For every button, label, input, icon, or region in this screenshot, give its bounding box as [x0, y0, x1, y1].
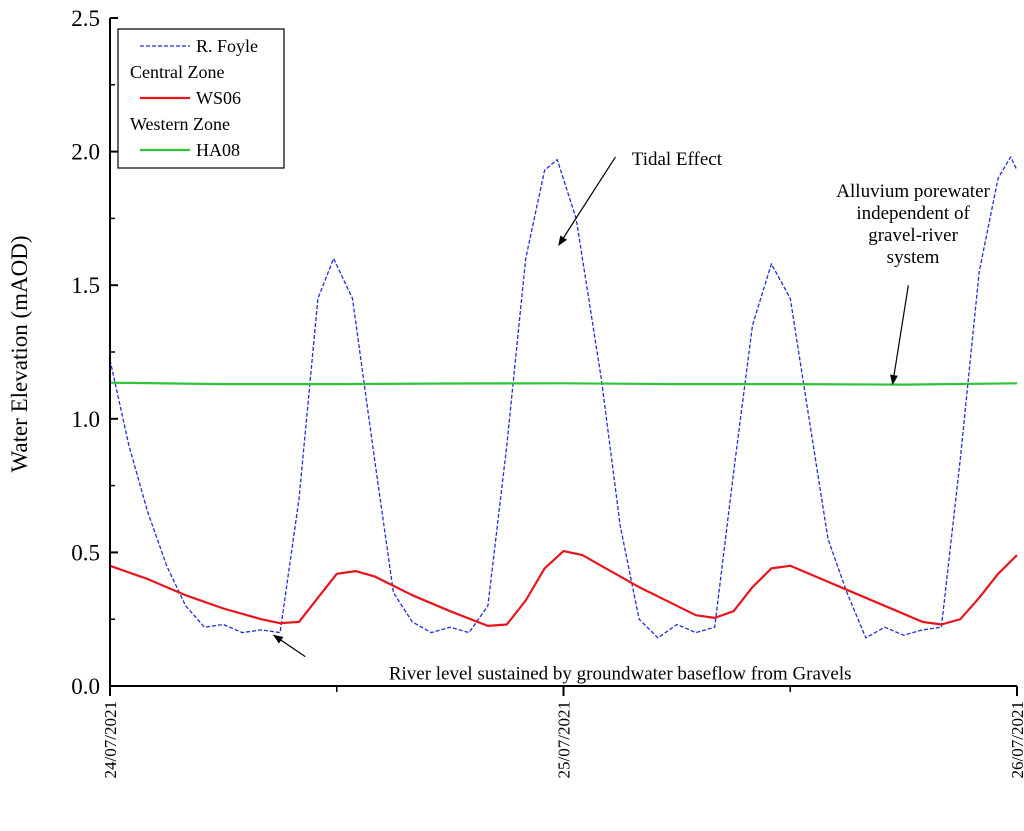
- legend-heading: Western Zone: [130, 114, 230, 134]
- annotation-alluvium-arrow: [890, 285, 909, 386]
- annotation-alluvium-text: Alluvium porewater: [836, 181, 990, 202]
- annotation-river-level-arrow: [272, 634, 306, 658]
- legend: R. Foyle Central Zone WS06 Western Zone HA08: [117, 28, 285, 169]
- y-tick-label: 2.5: [71, 6, 100, 31]
- axis-ticks: 0.0 0.5 1.0 1.5 2.0 2.5 24/07/2021 25/07/2021 26…: [71, 6, 1024, 778]
- annotation-alluvium-text: gravel-river: [868, 225, 958, 246]
- y-tick-label: 2.0: [71, 140, 100, 165]
- x-tick-label: 24/07/2021: [101, 701, 120, 778]
- legend-label: WS06: [196, 88, 241, 108]
- legend-label: R. Foyle: [196, 36, 258, 56]
- annotations: Tidal Effect Alluvium porewaterindependen…: [272, 149, 991, 684]
- y-tick-label: 0.5: [71, 540, 100, 565]
- series-layer: [109, 156, 1018, 639]
- annotation-tidal-effect-text: Tidal Effect: [632, 149, 723, 170]
- legend-label: HA08: [196, 140, 240, 160]
- annotation-river-level-text: River level sustained by groundwater bas…: [389, 663, 852, 684]
- x-tick-label: 26/07/2021: [1008, 701, 1024, 778]
- series-line-r-foyle: [109, 156, 1018, 639]
- y-tick-label: 0.0: [71, 674, 100, 699]
- x-tick-label: 25/07/2021: [555, 701, 574, 778]
- y-tick-label: 1.5: [71, 273, 100, 298]
- annotation-alluvium-text: system: [887, 247, 940, 268]
- y-tick-label: 1.0: [71, 407, 100, 432]
- series-line-ws06: [109, 550, 1018, 627]
- legend-heading: Central Zone: [130, 62, 224, 82]
- y-axis-label: Water Elevation (mAOD): [7, 235, 32, 472]
- series-line-ha08: [109, 381, 1018, 386]
- annotation-tidal-effect-arrow: [558, 156, 616, 246]
- annotation-alluvium-text: independent of: [856, 203, 970, 224]
